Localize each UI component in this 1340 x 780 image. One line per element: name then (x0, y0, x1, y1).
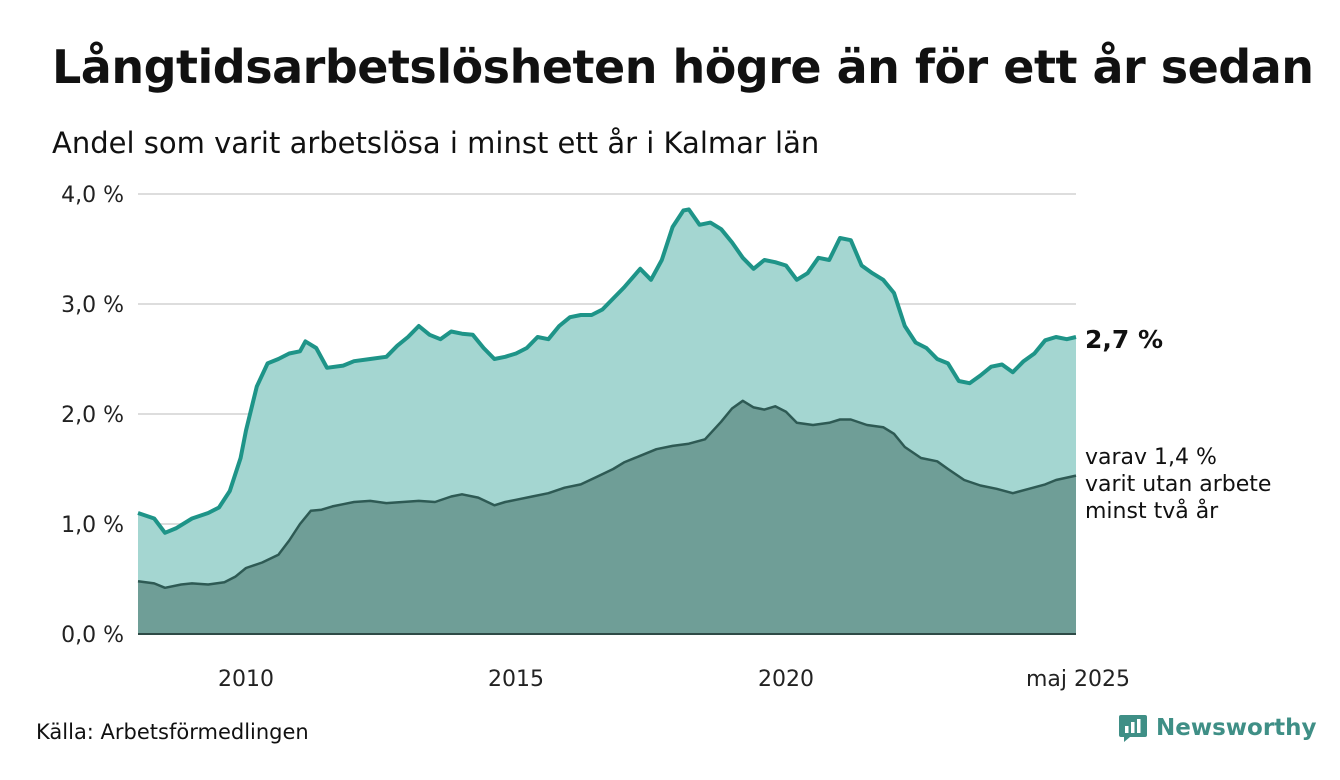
y-tick-label: 1,0 % (61, 513, 124, 538)
end-value-label: 2,7 % (1085, 325, 1163, 354)
area-two-years-unemployed (138, 400, 1076, 634)
chart-title: Långtidsarbetslösheten högre än för ett … (52, 40, 1314, 94)
source-note: Källa: Arbetsförmedlingen (36, 720, 309, 744)
y-tick-label: 4,0 % (61, 183, 124, 208)
sub-annotation-line-2: varit utan arbete (1085, 472, 1271, 497)
x-tick-label: 2020 (758, 667, 814, 692)
x-axis: 2010 2015 2020 maj 2025 (218, 667, 1130, 692)
line-long-term-unemployed (137, 207, 1077, 535)
brand-logo: Newsworthy (1118, 713, 1317, 743)
x-tick-label: maj 2025 (1026, 667, 1130, 692)
sub-annotation-line-3: minst två år (1085, 498, 1219, 524)
brand-name: Newsworthy (1156, 715, 1317, 741)
x-tick-label: 2010 (218, 667, 274, 692)
x-tick-label: 2015 (488, 667, 544, 692)
y-tick-label: 2,0 % (61, 403, 124, 428)
line-two-years-unemployed (137, 399, 1077, 590)
chart-subtitle: Andel som varit arbetslösa i minst ett å… (52, 126, 820, 160)
y-axis: 0,0 % 1,0 % 2,0 % 3,0 % 4,0 % (61, 183, 124, 648)
y-tick-label: 3,0 % (61, 293, 124, 318)
newsworthy-icon (1119, 715, 1147, 742)
sub-annotation-line-1: varav 1,4 % (1085, 445, 1217, 470)
y-tick-label: 0,0 % (61, 623, 124, 648)
